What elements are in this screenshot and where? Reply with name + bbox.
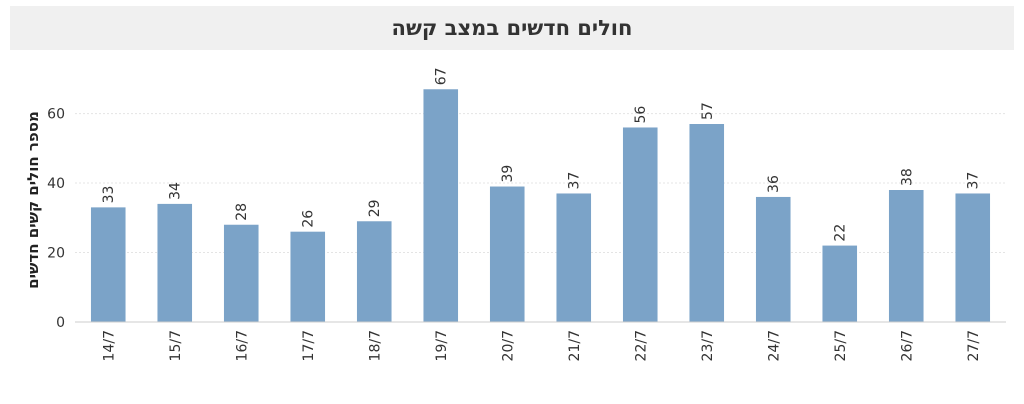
bars: [90, 89, 991, 323]
bar: [955, 193, 991, 322]
x-tick-label: 20/7: [500, 330, 516, 361]
x-tick-label: 27/7: [966, 330, 982, 361]
data-label: 56: [633, 106, 649, 124]
data-label: 29: [367, 199, 383, 217]
bar: [622, 127, 658, 322]
x-tick-label: 24/7: [766, 330, 782, 361]
x-tick-label: 14/7: [101, 330, 117, 361]
data-label: 33: [101, 186, 117, 204]
data-label: 37: [567, 172, 583, 190]
data-label: 22: [833, 224, 849, 242]
bar: [888, 190, 924, 322]
bar: [822, 245, 858, 322]
bar: [90, 207, 126, 322]
y-axis-ticks: 0 20 40 60: [47, 107, 65, 331]
x-tick-label: 16/7: [234, 330, 250, 361]
bar: [556, 193, 592, 322]
data-label: 39: [500, 165, 516, 183]
chart-title: חולים חדשים במצב קשה: [391, 16, 633, 40]
data-label: 28: [234, 203, 250, 221]
data-label: 36: [766, 175, 782, 193]
data-labels: 33 34 28 26 29 67 39 37 56 57 36 22 38 37: [101, 67, 982, 241]
data-label: 34: [168, 182, 184, 200]
data-label: 57: [700, 102, 716, 120]
data-label: 26: [301, 210, 317, 228]
x-axis-ticks: 14/7 15/7 16/7 17/7 18/7 19/7 20/7 21/7 22/7 23/7…: [101, 330, 982, 361]
y-tick-label: 60: [47, 107, 65, 123]
bar: [157, 203, 193, 322]
bar: [290, 231, 326, 322]
y-tick-label: 0: [56, 315, 65, 331]
bar: [689, 124, 725, 322]
bar: [489, 186, 525, 322]
gridlines: [75, 113, 1006, 254]
bar: [223, 224, 259, 322]
x-tick-label: 18/7: [367, 330, 383, 361]
data-label: 38: [899, 168, 915, 186]
bar: [356, 221, 392, 322]
bar: [755, 196, 791, 322]
x-tick-label: 25/7: [833, 330, 849, 361]
x-tick-label: 21/7: [567, 330, 583, 361]
bar: [423, 89, 459, 323]
data-label: 37: [966, 172, 982, 190]
chart-title-bar: חולים חדשים במצב קשה: [10, 6, 1014, 50]
y-tick-label: 40: [47, 176, 65, 192]
data-label: 67: [434, 67, 450, 85]
y-axis-label: מספר חולים קשים חדשים: [24, 111, 42, 289]
y-tick-label: 20: [47, 246, 65, 262]
x-tick-label: 22/7: [633, 330, 649, 361]
x-tick-label: 26/7: [899, 330, 915, 361]
x-tick-label: 19/7: [434, 330, 450, 361]
x-tick-label: 17/7: [301, 330, 317, 361]
x-tick-label: 15/7: [168, 330, 184, 361]
x-tick-label: 23/7: [700, 330, 716, 361]
